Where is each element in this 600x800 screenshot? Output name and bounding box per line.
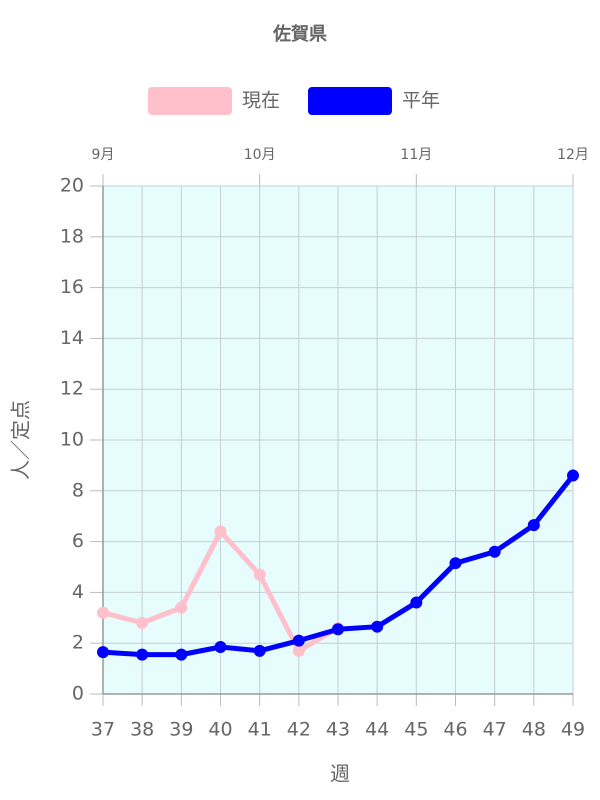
y-tick-label: 16 [60,276,84,298]
x-tick-label: 48 [522,719,546,741]
data-point [214,641,227,654]
y-tick-label: 4 [72,581,84,603]
data-point [97,606,109,619]
y-tick-label: 10 [60,429,84,451]
data-point [527,519,540,532]
data-point [136,648,149,661]
x-tick-label: 49 [561,719,585,741]
y-tick-label: 20 [60,175,84,197]
data-point [292,634,305,647]
data-point [567,469,579,482]
data-point [253,568,266,581]
y-tick-label: 14 [60,327,84,349]
data-point [410,596,423,609]
x-tick-label: 44 [365,719,389,741]
x-tick-label: 40 [208,719,232,741]
data-point [449,557,462,570]
x-axis-label: 週 [330,762,350,786]
legend-label: 現在 [242,90,280,112]
x2-tick-label: 10月 [244,147,276,163]
x-tick-label: 39 [169,719,193,741]
legend-swatch [308,87,392,115]
x-tick-label: 43 [326,719,350,741]
y-tick-label: 18 [60,225,84,247]
y-axis-label: 人／定点 [9,400,33,480]
y-tick-label: 0 [72,683,84,705]
data-point [332,623,344,636]
data-point [292,644,305,657]
chart-title: 佐賀県 [272,23,327,45]
y-tick-label: 2 [72,632,84,654]
x-tick-label: 38 [130,719,154,741]
data-point [175,601,188,614]
data-point [136,616,149,629]
y-tick-label: 6 [72,530,84,552]
x2-tick-label: 11月 [400,147,432,163]
x-tick-label: 41 [248,719,272,741]
data-point [488,545,501,558]
data-point [97,646,109,659]
x2-tick-label: 9月 [92,147,115,163]
x-tick-label: 47 [483,719,507,741]
data-point [253,644,266,657]
y-tick-label: 12 [60,378,84,400]
x-tick-label: 42 [287,719,311,741]
legend-swatch [148,87,232,115]
x2-tick-label: 12月 [557,147,589,163]
x-tick-label: 37 [91,719,115,741]
data-point [175,648,188,661]
x-tick-label: 45 [404,719,428,741]
data-point [371,620,384,633]
x-tick-label: 46 [443,719,467,741]
legend-label: 平年 [402,90,440,112]
y-tick-label: 8 [72,479,84,501]
data-point [214,525,227,538]
